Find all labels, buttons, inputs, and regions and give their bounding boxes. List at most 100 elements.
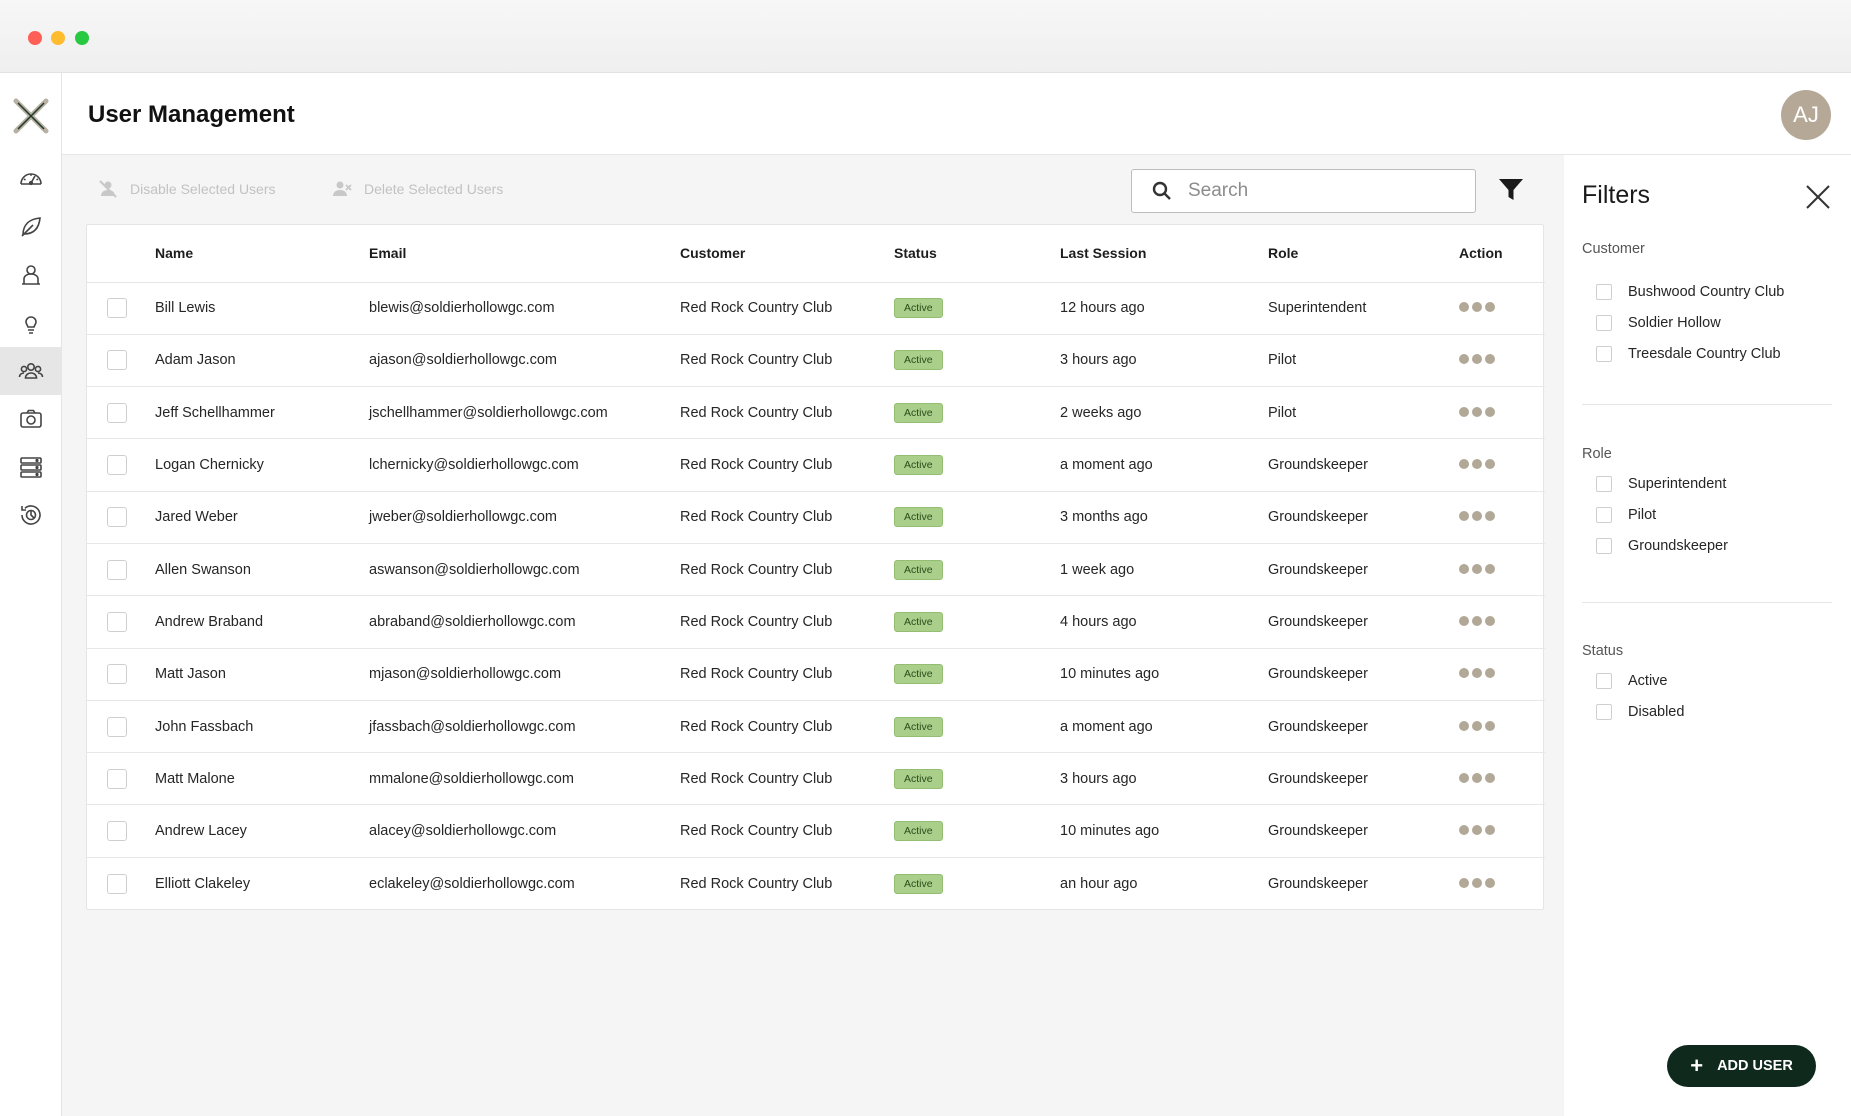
more-actions-icon[interactable] [1459, 825, 1495, 836]
filter-toggle-button[interactable] [1496, 175, 1526, 205]
filter-option-bushwood[interactable]: Bushwood Country Club [1596, 284, 1784, 300]
user-name: Jeff Schellhammer [155, 386, 369, 440]
checkbox[interactable] [1596, 673, 1612, 689]
disable-selected-users-button[interactable]: Disable Selected Users [98, 179, 276, 199]
lightbulb-icon [25, 316, 37, 334]
row-checkbox[interactable] [107, 559, 127, 580]
row-checkbox[interactable] [107, 664, 127, 685]
column-header-role[interactable]: Role [1268, 225, 1459, 283]
checkbox[interactable] [1596, 476, 1612, 492]
search-input[interactable] [1188, 180, 1468, 202]
close-icon[interactable] [1802, 181, 1834, 213]
table-row[interactable]: Jared Weber jweber@soldierhollowgc.com Red… [87, 491, 1545, 544]
filter-option-pilot[interactable]: Pilot [1596, 507, 1656, 523]
delete-selected-users-label: Delete Selected Users [364, 181, 504, 197]
checkbox[interactable] [1596, 704, 1612, 720]
row-checkbox[interactable] [107, 716, 127, 737]
column-header-last-session[interactable]: Last Session [1060, 225, 1268, 283]
sidebar-item-users[interactable] [0, 347, 62, 395]
column-header-email[interactable]: Email [369, 225, 680, 283]
table-row[interactable]: Matt Jason mjason@soldierhollowgc.com Red … [87, 648, 1545, 701]
row-select-cell [87, 700, 155, 754]
user-last-session: 3 hours ago [1060, 752, 1268, 806]
more-actions-icon[interactable] [1459, 563, 1495, 574]
checkbox[interactable] [1596, 346, 1612, 362]
search-box [1131, 169, 1476, 213]
table-row[interactable]: Jeff Schellhammer jschellhammer@soldierho… [87, 386, 1545, 440]
table-row[interactable]: Andrew Lacey alacey@soldierhollowgc.com Re… [87, 804, 1545, 858]
row-checkbox[interactable] [107, 873, 127, 894]
minimize-window-button[interactable] [51, 31, 65, 45]
filter-divider [1582, 404, 1832, 405]
sidebar-item-dashboard[interactable] [0, 155, 62, 203]
more-actions-icon[interactable] [1459, 772, 1495, 783]
user-last-session: 10 minutes ago [1060, 648, 1268, 701]
row-select-cell [87, 648, 155, 701]
status-cell: Active [894, 752, 1060, 806]
filter-option-superintendent[interactable]: Superintendent [1596, 476, 1726, 492]
user-name: Adam Jason [155, 334, 369, 388]
main-content: Disable Selected Users Delete Selected U… [62, 155, 1564, 1116]
table-row[interactable]: Logan Chernicky lchernicky@soldierhollowg… [87, 438, 1545, 492]
table-row[interactable]: Allen Swanson aswanson@soldierhollowgc.co… [87, 543, 1545, 597]
delete-selected-users-button[interactable]: Delete Selected Users [332, 179, 503, 199]
avatar[interactable]: AJ [1781, 90, 1831, 140]
action-cell [1459, 438, 1545, 492]
row-checkbox[interactable] [107, 298, 127, 319]
table-row[interactable]: John Fassbach jfassbach@soldierhollowgc.c… [87, 700, 1545, 754]
sidebar-item-turf[interactable] [0, 203, 62, 251]
table-row[interactable]: Andrew Braband abraband@soldierhollowgc.c… [87, 595, 1545, 649]
row-checkbox[interactable] [107, 768, 127, 789]
column-header-name[interactable]: Name [155, 225, 369, 283]
more-actions-icon[interactable] [1459, 877, 1495, 888]
user-last-session: 12 hours ago [1060, 282, 1268, 335]
filter-option-groundskeeper[interactable]: Groundskeeper [1596, 538, 1728, 554]
user-role: Groundskeeper [1268, 804, 1459, 858]
sidebar-item-history[interactable] [0, 491, 62, 539]
table-row[interactable]: Elliott Clakeley eclakeley@soldierhollowg… [87, 857, 1545, 909]
sidebar-item-media[interactable] [0, 395, 62, 443]
row-checkbox[interactable] [107, 611, 127, 632]
more-actions-icon[interactable] [1459, 615, 1495, 626]
more-actions-icon[interactable] [1459, 459, 1495, 470]
checkbox[interactable] [1596, 284, 1612, 300]
row-checkbox[interactable] [107, 821, 127, 842]
more-actions-icon[interactable] [1459, 511, 1495, 522]
row-select-cell [87, 595, 155, 649]
filter-option-active[interactable]: Active [1596, 673, 1668, 689]
add-user-button[interactable]: + ADD USER [1667, 1045, 1816, 1087]
filter-option-soldier-hollow[interactable]: Soldier Hollow [1596, 315, 1721, 331]
user-last-session: an hour ago [1060, 875, 1138, 892]
status-badge: Active [894, 821, 943, 842]
filter-option-treesdale[interactable]: Treesdale Country Club [1596, 346, 1781, 362]
more-actions-icon[interactable] [1459, 302, 1495, 313]
table-row[interactable]: Adam Jason ajason@soldierhollowgc.com Red … [87, 334, 1545, 388]
row-checkbox[interactable] [107, 455, 127, 476]
action-cell [1459, 282, 1545, 335]
filter-option-label: Bushwood Country Club [1628, 284, 1785, 300]
table-row[interactable]: Matt Malone mmalone@soldierhollowgc.com Re… [87, 752, 1545, 806]
column-header-status[interactable]: Status [894, 225, 1060, 283]
user-email: aswanson@soldierhollowgc.com [369, 543, 680, 597]
row-checkbox[interactable] [107, 402, 127, 423]
row-checkbox[interactable] [107, 350, 127, 371]
table-row[interactable]: Bill Lewis blewis@soldierhollowgc.com Red … [87, 282, 1545, 335]
more-actions-icon[interactable] [1459, 406, 1495, 417]
row-checkbox[interactable] [107, 507, 127, 528]
close-window-button[interactable] [28, 31, 42, 45]
maximize-window-button[interactable] [75, 31, 89, 45]
status-badge: Active [894, 559, 943, 580]
checkbox[interactable] [1596, 538, 1612, 554]
more-actions-icon[interactable] [1459, 720, 1495, 731]
sidebar-item-insights[interactable] [0, 299, 62, 347]
sidebar-item-staff[interactable] [0, 251, 62, 299]
filter-option-disabled[interactable]: Disabled [1596, 704, 1684, 720]
column-header-customer[interactable]: Customer [680, 225, 894, 283]
more-actions-icon[interactable] [1459, 668, 1495, 679]
status-cell: Active [894, 857, 1060, 909]
checkbox[interactable] [1596, 315, 1612, 331]
checkbox[interactable] [1596, 507, 1612, 523]
more-actions-icon[interactable] [1459, 354, 1495, 365]
sidebar-item-data[interactable] [0, 443, 62, 491]
app-logo-icon[interactable] [10, 95, 52, 137]
